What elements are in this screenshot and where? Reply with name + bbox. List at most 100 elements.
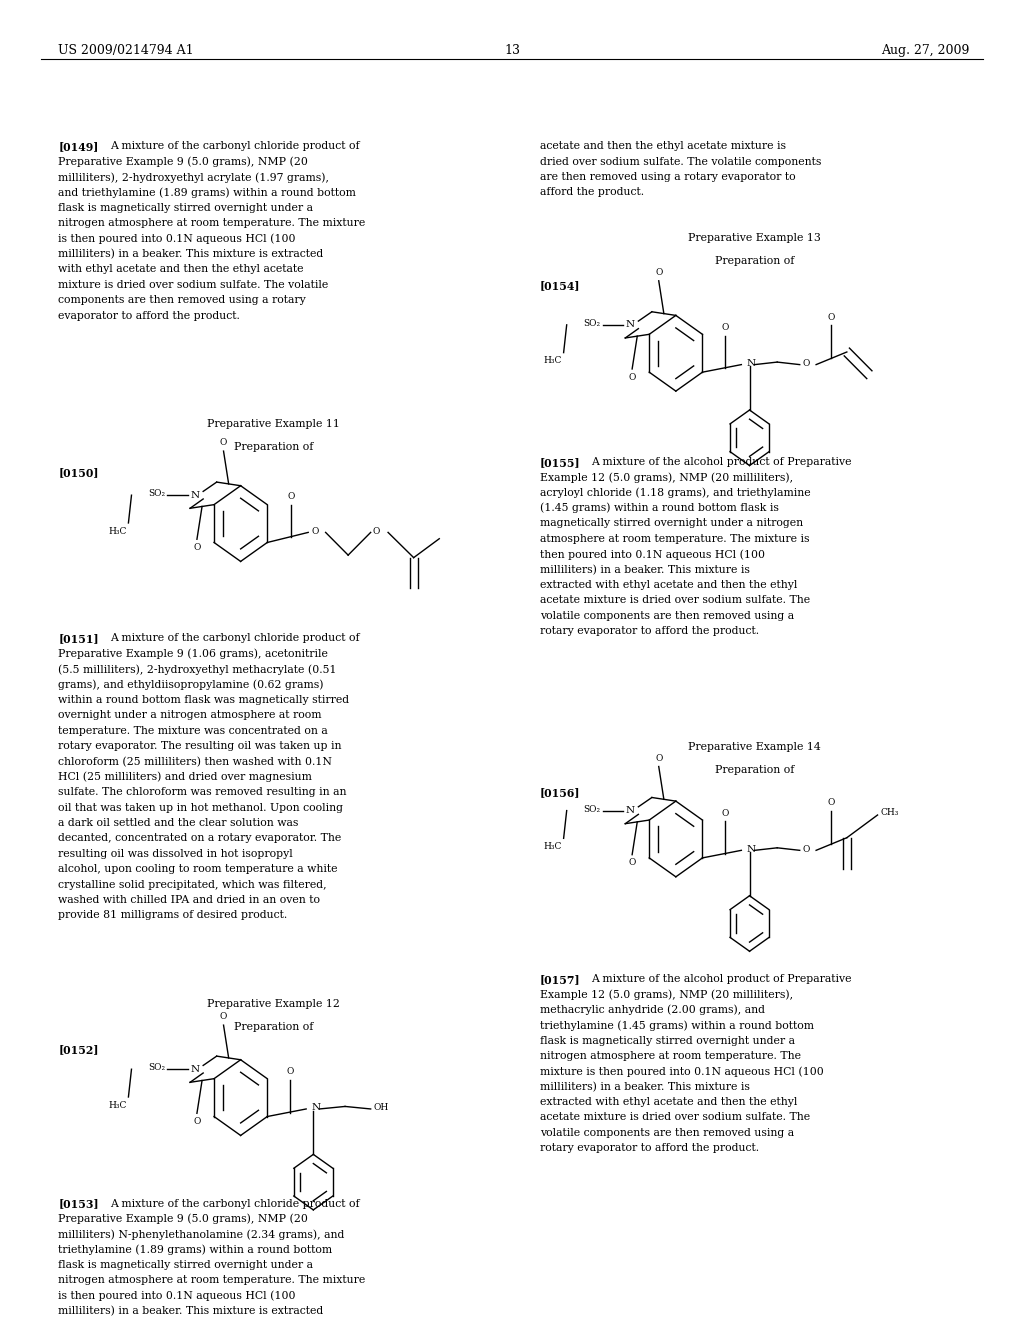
Text: Example 12 (5.0 grams), NMP (20 milliliters),: Example 12 (5.0 grams), NMP (20 millilit… (540, 990, 793, 1001)
Text: provide 81 milligrams of desired product.: provide 81 milligrams of desired product… (58, 911, 288, 920)
Text: O: O (629, 372, 636, 381)
Text: within a round bottom flask was magnetically stirred: within a round bottom flask was magnetic… (58, 694, 349, 705)
Text: A mixture of the carbonyl chloride product of: A mixture of the carbonyl chloride produ… (110, 141, 359, 152)
Text: [0150]: [0150] (58, 467, 99, 478)
Text: triethylamine (1.45 grams) within a round bottom: triethylamine (1.45 grams) within a roun… (540, 1020, 814, 1031)
Text: N: N (626, 807, 635, 814)
Text: O: O (194, 1117, 201, 1126)
Text: extracted with ethyl acetate and then the ethyl: extracted with ethyl acetate and then th… (540, 1097, 797, 1107)
Text: rotary evaporator to afford the product.: rotary evaporator to afford the product. (540, 626, 759, 636)
Text: O: O (803, 845, 810, 854)
Text: O: O (373, 527, 380, 536)
Text: O: O (721, 809, 729, 817)
Text: O: O (803, 359, 810, 368)
Text: O: O (827, 799, 836, 808)
Text: A mixture of the alcohol product of Preparative: A mixture of the alcohol product of Prep… (591, 457, 851, 467)
Text: Example 12 (5.0 grams), NMP (20 milliliters),: Example 12 (5.0 grams), NMP (20 millilit… (540, 473, 793, 483)
Text: nitrogen atmosphere at room temperature. The mixture: nitrogen atmosphere at room temperature.… (58, 1275, 366, 1286)
Text: is then poured into 0.1N aqueous HCl (100: is then poured into 0.1N aqueous HCl (10… (58, 234, 296, 244)
Text: Preparative Example 9 (1.06 grams), acetonitrile: Preparative Example 9 (1.06 grams), acet… (58, 648, 329, 659)
Text: mixture is dried over sodium sulfate. The volatile: mixture is dried over sodium sulfate. Th… (58, 280, 329, 290)
Text: are then removed using a rotary evaporator to: are then removed using a rotary evaporat… (540, 172, 796, 182)
Text: H₃C: H₃C (108, 527, 126, 536)
Text: (5.5 milliliters), 2-hydroxyethyl methacrylate (0.51: (5.5 milliliters), 2-hydroxyethyl methac… (58, 664, 337, 675)
Text: magnetically stirred overnight under a nitrogen: magnetically stirred overnight under a n… (540, 519, 803, 528)
Text: N: N (746, 845, 756, 854)
Text: A mixture of the alcohol product of Preparative: A mixture of the alcohol product of Prep… (591, 974, 851, 983)
Text: [0151]: [0151] (58, 634, 99, 644)
Text: volatile components are then removed using a: volatile components are then removed usi… (540, 1127, 794, 1138)
Text: and triethylamine (1.89 grams) within a round bottom: and triethylamine (1.89 grams) within a … (58, 187, 356, 198)
Text: atmosphere at room temperature. The mixture is: atmosphere at room temperature. The mixt… (540, 533, 809, 544)
Text: Preparation of: Preparation of (715, 256, 795, 267)
Text: dried over sodium sulfate. The volatile components: dried over sodium sulfate. The volatile … (540, 157, 821, 166)
Text: SO₂: SO₂ (584, 805, 600, 814)
Text: Preparation of: Preparation of (233, 1022, 313, 1032)
Text: chloroform (25 milliliters) then washed with 0.1N: chloroform (25 milliliters) then washed … (58, 756, 332, 767)
Text: 13: 13 (504, 44, 520, 57)
Text: mixture is then poured into 0.1N aqueous HCl (100: mixture is then poured into 0.1N aqueous… (540, 1067, 823, 1077)
Text: US 2009/0214794 A1: US 2009/0214794 A1 (58, 44, 194, 57)
Text: washed with chilled IPA and dried in an oven to: washed with chilled IPA and dried in an … (58, 895, 321, 906)
Text: Preparative Example 9 (5.0 grams), NMP (20: Preparative Example 9 (5.0 grams), NMP (… (58, 157, 308, 168)
Text: oil that was taken up in hot methanol. Upon cooling: oil that was taken up in hot methanol. U… (58, 803, 343, 813)
Text: SO₂: SO₂ (148, 1064, 165, 1072)
Text: is then poured into 0.1N aqueous HCl (100: is then poured into 0.1N aqueous HCl (10… (58, 1291, 296, 1302)
Text: rotary evaporator. The resulting oil was taken up in: rotary evaporator. The resulting oil was… (58, 741, 342, 751)
Text: afford the product.: afford the product. (540, 187, 644, 198)
Text: O: O (655, 268, 663, 277)
Text: Preparative Example 14: Preparative Example 14 (688, 742, 821, 752)
Text: O: O (311, 527, 318, 536)
Text: O: O (194, 543, 201, 552)
Text: O: O (287, 492, 295, 500)
Text: components are then removed using a rotary: components are then removed using a rota… (58, 296, 306, 305)
Text: flask is magnetically stirred overnight under a: flask is magnetically stirred overnight … (58, 1261, 313, 1270)
Text: a dark oil settled and the clear solution was: a dark oil settled and the clear solutio… (58, 818, 299, 828)
Text: [0155]: [0155] (540, 457, 581, 467)
Text: crystalline solid precipitated, which was filtered,: crystalline solid precipitated, which wa… (58, 879, 327, 890)
Text: A mixture of the carbonyl chloride product of: A mixture of the carbonyl chloride produ… (110, 1199, 359, 1209)
Text: [0154]: [0154] (540, 280, 581, 292)
Text: alcohol, upon cooling to room temperature a white: alcohol, upon cooling to room temperatur… (58, 865, 338, 874)
Text: N: N (746, 359, 756, 368)
Text: O: O (220, 1012, 227, 1022)
Text: milliliters) N-phenylethanolamine (2.34 grams), and: milliliters) N-phenylethanolamine (2.34 … (58, 1229, 345, 1239)
Text: with ethyl acetate and then the ethyl acetate: with ethyl acetate and then the ethyl ac… (58, 264, 304, 275)
Text: SO₂: SO₂ (584, 319, 600, 329)
Text: acetate mixture is dried over sodium sulfate. The: acetate mixture is dried over sodium sul… (540, 1113, 810, 1122)
Text: evaporator to afford the product.: evaporator to afford the product. (58, 310, 241, 321)
Text: Aug. 27, 2009: Aug. 27, 2009 (882, 44, 970, 57)
Text: overnight under a nitrogen atmosphere at room: overnight under a nitrogen atmosphere at… (58, 710, 322, 721)
Text: Preparative Example 12: Preparative Example 12 (207, 999, 340, 1010)
Text: methacrylic anhydride (2.00 grams), and: methacrylic anhydride (2.00 grams), and (540, 1005, 765, 1015)
Text: N: N (626, 321, 635, 330)
Text: O: O (721, 323, 729, 331)
Text: SO₂: SO₂ (148, 490, 165, 499)
Text: N: N (190, 1065, 200, 1073)
Text: O: O (655, 754, 663, 763)
Text: [0149]: [0149] (58, 141, 98, 152)
Text: flask is magnetically stirred overnight under a: flask is magnetically stirred overnight … (540, 1035, 795, 1045)
Text: Preparation of: Preparation of (233, 442, 313, 451)
Text: flask is magnetically stirred overnight under a: flask is magnetically stirred overnight … (58, 203, 313, 213)
Text: A mixture of the carbonyl chloride product of: A mixture of the carbonyl chloride produ… (110, 634, 359, 643)
Text: acryloyl chloride (1.18 grams), and triethylamine: acryloyl chloride (1.18 grams), and trie… (540, 487, 810, 498)
Text: [0156]: [0156] (540, 787, 581, 799)
Text: temperature. The mixture was concentrated on a: temperature. The mixture was concentrate… (58, 726, 328, 735)
Text: Preparative Example 13: Preparative Example 13 (688, 234, 821, 243)
Text: Preparation of: Preparation of (715, 764, 795, 775)
Text: milliliters) in a beaker. This mixture is extracted: milliliters) in a beaker. This mixture i… (58, 249, 324, 259)
Text: grams), and ethyldiisopropylamine (0.62 grams): grams), and ethyldiisopropylamine (0.62 … (58, 680, 324, 690)
Text: decanted, concentrated on a rotary evaporator. The: decanted, concentrated on a rotary evapo… (58, 833, 342, 843)
Text: N: N (311, 1104, 321, 1113)
Text: milliliters) in a beaker. This mixture is extracted: milliliters) in a beaker. This mixture i… (58, 1307, 324, 1316)
Text: resulting oil was dissolved in hot isopropyl: resulting oil was dissolved in hot isopr… (58, 849, 293, 859)
Text: O: O (827, 313, 836, 322)
Text: extracted with ethyl acetate and then the ethyl: extracted with ethyl acetate and then th… (540, 579, 797, 590)
Text: acetate mixture is dried over sodium sulfate. The: acetate mixture is dried over sodium sul… (540, 595, 810, 606)
Text: CH₃: CH₃ (881, 808, 899, 817)
Text: then poured into 0.1N aqueous HCl (100: then poured into 0.1N aqueous HCl (100 (540, 549, 765, 560)
Text: nitrogen atmosphere at room temperature. The mixture: nitrogen atmosphere at room temperature.… (58, 218, 366, 228)
Text: triethylamine (1.89 grams) within a round bottom: triethylamine (1.89 grams) within a roun… (58, 1245, 333, 1255)
Text: HCl (25 milliliters) and dried over magnesium: HCl (25 milliliters) and dried over magn… (58, 772, 312, 783)
